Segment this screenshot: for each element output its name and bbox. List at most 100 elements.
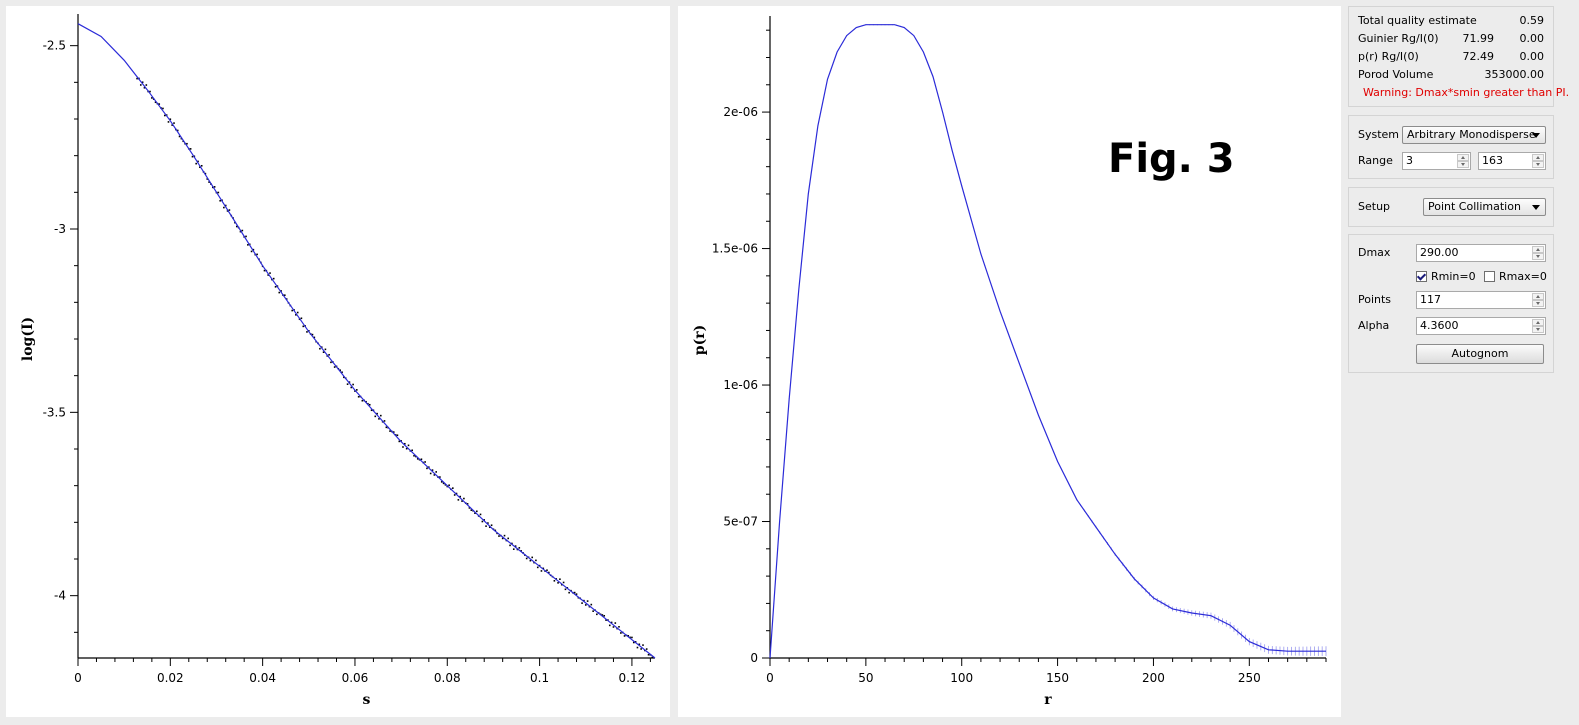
spin-up-icon[interactable] <box>1457 154 1469 161</box>
spin-up-icon[interactable] <box>1532 246 1544 253</box>
data-point <box>200 164 203 167</box>
setup-select[interactable]: Point Collimation <box>1423 198 1546 216</box>
y-tick-label: -4 <box>54 589 66 603</box>
system-select[interactable]: Arbitrary Monodisperse <box>1402 126 1546 144</box>
checkbox-unchecked-icon[interactable] <box>1484 271 1495 282</box>
data-point <box>143 86 146 89</box>
data-point <box>525 557 528 560</box>
x-axis-title: r <box>1044 692 1052 708</box>
data-point <box>612 626 615 628</box>
setup-label: Setup <box>1358 200 1391 213</box>
rmin-checkbox[interactable]: Rmin=0 <box>1416 270 1476 284</box>
data-point <box>573 591 576 594</box>
data-point <box>350 386 353 389</box>
data-point <box>374 415 377 418</box>
data-point <box>512 548 515 550</box>
quality-value-i0: 0.00 <box>1519 32 1545 45</box>
data-point <box>324 348 327 351</box>
data-point <box>426 467 428 470</box>
setup-select-value: Point Collimation <box>1428 200 1521 213</box>
data-point <box>302 325 305 328</box>
y-tick-label: 5e-07 <box>723 515 758 529</box>
spin-down-icon[interactable] <box>1457 161 1469 168</box>
autognom-button[interactable]: Autognom <box>1416 344 1544 364</box>
data-point <box>636 646 639 649</box>
y-axis-title: p(r) <box>692 325 708 355</box>
system-select-value: Arbitrary Monodisperse <box>1407 128 1536 141</box>
data-point <box>385 426 388 429</box>
data-point <box>586 600 589 602</box>
data-point <box>208 181 210 183</box>
data-point <box>178 135 181 138</box>
distance-distribution-canvas[interactable]: 0 50 100 150 200 250 0 5e-07 1e-06 1.5e-06 2e-06 r p… <box>678 6 1341 717</box>
data-point <box>407 444 410 447</box>
distance-distribution-plot[interactable]: 0 50 100 150 200 250 0 5e-07 1e-06 1.5e-06 2e-06 r p… <box>678 6 1341 717</box>
spin-up-icon[interactable] <box>1532 154 1544 161</box>
data-point <box>250 250 253 253</box>
data-point <box>638 643 641 646</box>
data-point <box>439 476 441 478</box>
data-point <box>296 311 299 314</box>
data-point <box>191 155 194 158</box>
data-point <box>306 331 308 333</box>
range-min-spinbox[interactable]: 3 <box>1402 152 1471 170</box>
points-spinbox[interactable]: 117 <box>1416 291 1546 309</box>
data-point <box>498 535 500 537</box>
data-point <box>176 129 179 132</box>
spin-up-icon[interactable] <box>1532 319 1544 326</box>
chevron-down-icon <box>1532 133 1540 138</box>
data-point <box>584 604 587 606</box>
data-point <box>601 614 604 616</box>
y-tick-label: 2e-06 <box>723 105 758 119</box>
data-point <box>433 474 436 476</box>
data-point <box>154 101 157 104</box>
data-point <box>206 178 209 180</box>
data-point <box>461 500 463 502</box>
data-point <box>319 347 321 350</box>
data-point <box>542 567 545 570</box>
data-point <box>509 544 511 547</box>
spin-down-icon[interactable] <box>1532 326 1544 333</box>
rmax-checkbox[interactable]: Rmax=0 <box>1484 270 1547 284</box>
spin-down-icon[interactable] <box>1532 161 1544 168</box>
quality-label: p(r) Rg/I(0) <box>1358 50 1419 63</box>
data-point <box>514 545 517 547</box>
quality-value-rg: 71.99 <box>1462 32 1495 45</box>
scattering-plot-canvas[interactable]: 0 0.02 0.04 0.06 0.08 0.1 0.12 -2.5 -3 -3.5 -4 s log… <box>6 6 670 717</box>
data-point <box>642 644 644 646</box>
data-point <box>367 402 369 405</box>
data-point <box>629 636 631 639</box>
x-tick-label: 100 <box>950 671 973 685</box>
scattering-plot[interactable]: 0 0.02 0.04 0.06 0.08 0.1 0.12 -2.5 -3 -3.5 -4 s log… <box>6 6 670 717</box>
data-point <box>219 199 221 202</box>
data-point <box>195 162 197 165</box>
data-point <box>167 121 170 123</box>
checkbox-checked-icon[interactable] <box>1416 271 1427 282</box>
data-point <box>562 581 565 584</box>
data-point <box>507 537 510 540</box>
data-point <box>139 84 142 86</box>
quality-row-guinier: Guinier Rg/I(0) 71.99 0.00 <box>1358 31 1544 47</box>
range-max-spinbox[interactable]: 163 <box>1478 152 1546 170</box>
data-point <box>186 142 188 145</box>
data-point <box>136 77 138 80</box>
data-point <box>546 569 548 572</box>
dmax-spinbox[interactable]: 290.00 <box>1416 244 1546 262</box>
data-point <box>162 107 164 110</box>
x-tick-label: 0.04 <box>249 671 276 685</box>
data-point <box>488 526 491 529</box>
data-point <box>588 605 591 608</box>
spin-down-icon[interactable] <box>1532 253 1544 260</box>
quality-label: Guinier Rg/I(0) <box>1358 32 1439 45</box>
alpha-spinbox[interactable]: 4.3600 <box>1416 317 1546 335</box>
data-point <box>444 484 447 486</box>
data-point <box>274 286 277 288</box>
data-point <box>383 420 386 422</box>
spin-up-icon[interactable] <box>1532 293 1544 300</box>
data-point <box>428 466 430 468</box>
spin-down-icon[interactable] <box>1532 300 1544 307</box>
data-point <box>300 317 303 320</box>
y-tick-label: -3 <box>54 222 66 236</box>
data-point <box>411 449 413 452</box>
data-point <box>553 580 556 582</box>
